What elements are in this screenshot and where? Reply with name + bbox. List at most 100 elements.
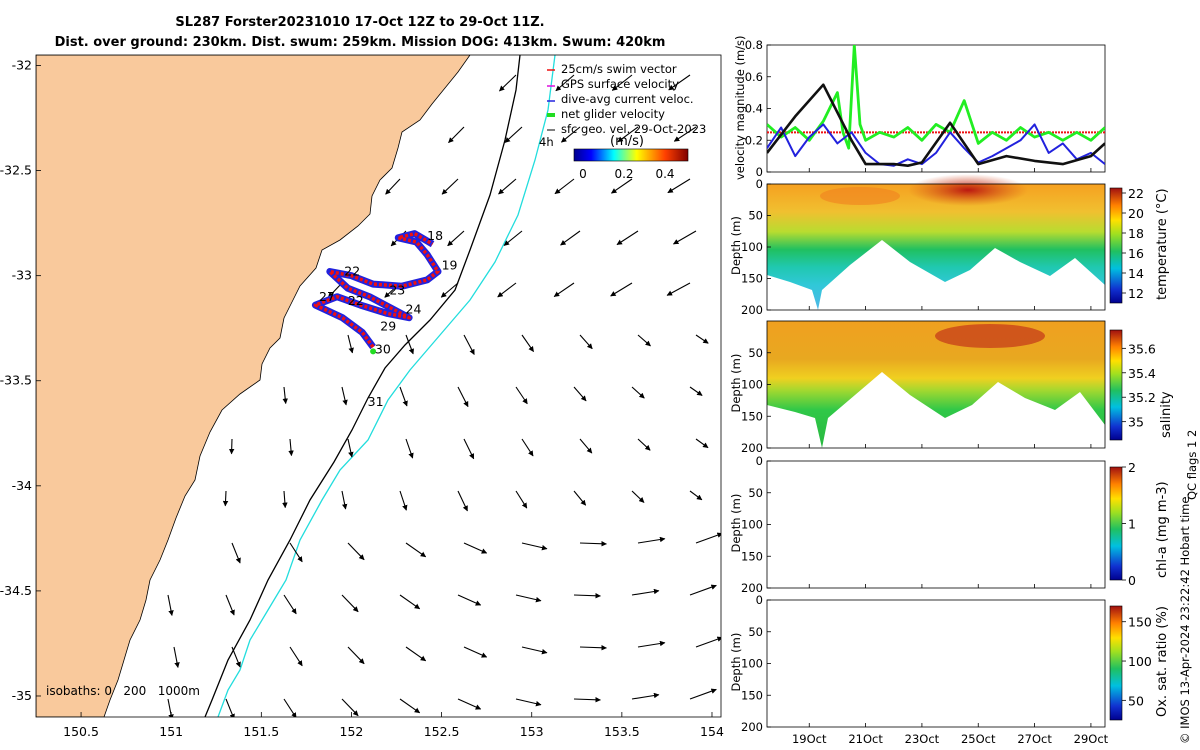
- copyright-notice: © IMOS 13-Apr-2024 23:22:42 Hobart time.: [1178, 492, 1192, 744]
- map-y-tick-label: -33: [12, 268, 32, 283]
- depth-tick-label: 150: [741, 549, 763, 563]
- surface-velocity-arrow: [689, 490, 703, 501]
- salinity-panel: [766, 320, 1123, 449]
- surface-velocity-arrow: [405, 334, 414, 355]
- speed-colorbar-tick-1: 0.2: [614, 167, 633, 181]
- colorbar-tick-label: 12: [1128, 286, 1144, 301]
- surface-velocity-arrow: [441, 178, 459, 195]
- oxygen-colorbar: [1109, 605, 1123, 721]
- surface-velocity-arrow: [616, 230, 639, 246]
- depth-tick-label: 50: [748, 625, 763, 639]
- depth-tick-label: 200: [741, 441, 763, 455]
- track-day-label: 18: [427, 228, 443, 243]
- surface-velocity-arrow: [554, 178, 575, 195]
- surface-velocity-arrow: [617, 126, 639, 143]
- map-y-tick-label: -35: [12, 688, 32, 703]
- surface-velocity-arrow: [448, 126, 465, 144]
- map-x-tick-label: 153.5: [604, 724, 640, 739]
- qc-flags-note: QC flags 1 2: [1185, 430, 1199, 500]
- chla-panel: [766, 460, 1123, 589]
- surface-velocity-arrow: [499, 74, 517, 92]
- surface-velocity-arrow: [631, 588, 660, 596]
- surface-velocity-arrow: [498, 178, 517, 195]
- surface-velocity-arrow: [341, 594, 359, 613]
- track-day-label: 24: [406, 301, 422, 316]
- colorbar-tick-label: 35: [1128, 415, 1144, 430]
- surface-velocity-arrow: [399, 490, 408, 511]
- surface-velocity-arrow: [405, 646, 427, 662]
- surface-velocity-arrow: [347, 542, 365, 561]
- map-panel: 18 19 22 23 27 22 24 29 30 31 150.5 151 151.5 152 152…: [0, 54, 724, 739]
- surface-velocity-arrow: [695, 636, 721, 648]
- track-day-label: 23: [389, 283, 405, 298]
- colorbar-tick-label: 16: [1128, 246, 1144, 261]
- track-day-label: 22: [344, 264, 360, 279]
- map-x-tick-label: 154: [700, 724, 724, 739]
- map-frame: [35, 54, 722, 718]
- surface-velocity-arrow: [631, 386, 645, 399]
- depth-axis-label: Depth (m): [729, 633, 743, 692]
- salinity-colorbar: [1109, 329, 1123, 441]
- colorbar-label: chl-a (mg m-3): [1155, 481, 1170, 578]
- speed-colorbar-gradient: [573, 148, 689, 162]
- depth-tick-label: 150: [741, 272, 763, 286]
- isobath-1000m: [204, 55, 521, 717]
- surface-velocity-arrow: [573, 386, 587, 402]
- colorbar-tick-label: 2: [1128, 460, 1136, 475]
- speed-colorbar-title: (m/s): [610, 134, 644, 149]
- surface-velocity-arrow: [668, 74, 691, 91]
- surface-velocity-arrow: [231, 542, 241, 564]
- surface-velocity-arrow: [463, 334, 475, 355]
- surface-velocity-arrow: [521, 334, 534, 353]
- colorbar-tick-label: 50: [1128, 693, 1144, 708]
- surface-velocity-arrow: [561, 126, 581, 143]
- surface-velocity-arrow: [515, 698, 542, 707]
- velocity-y-tick-label: 0.2: [745, 133, 763, 147]
- surface-velocity-arrow: [385, 178, 401, 195]
- depth-tick-label: 100: [741, 518, 763, 532]
- surface-velocity-arrow: [399, 698, 421, 714]
- surface-velocity-arrow: [579, 645, 607, 651]
- surface-velocity-arrow: [631, 490, 645, 503]
- surface-velocity-arrow: [405, 542, 427, 558]
- surface-velocity-arrow: [341, 386, 348, 406]
- surface-velocity-arrow: [282, 386, 288, 405]
- surface-velocity-arrow: [225, 698, 235, 717]
- legend-gps: GPS surface velocity: [561, 77, 679, 91]
- surface-velocity-arrow: [399, 386, 408, 407]
- velocity-series-line: [767, 123, 1105, 167]
- isobath-200m: [217, 55, 556, 717]
- track-day-label: 30: [375, 341, 391, 356]
- velocity-y-tick-label: 0: [756, 165, 763, 179]
- surface-velocity-arrow: [631, 692, 660, 700]
- surface-velocity-arrow: [610, 178, 633, 194]
- surface-velocity-arrow: [573, 697, 601, 703]
- velocity-ylabel: velocity magnitude (m/s): [733, 35, 747, 180]
- legend-age: 4h: [539, 135, 554, 149]
- surface-velocity-arrow: [673, 126, 697, 142]
- surface-velocity-arrow: [440, 282, 459, 298]
- depth-axis-label: Depth (m): [729, 216, 743, 275]
- track-day-label: 22: [348, 293, 364, 308]
- colorbar-label: temperature (°C): [1155, 188, 1170, 300]
- surface-velocity-arrow: [457, 594, 482, 606]
- chla-colorbar: [1109, 466, 1123, 581]
- legend-net: net glider velocity: [561, 107, 665, 121]
- track-day-labels: 18 19 22 23 27 22 24 29 30 31: [319, 228, 458, 409]
- salinity-nodata: [767, 372, 1105, 448]
- depth-tick-label: 150: [741, 688, 763, 702]
- surface-velocity-arrow: [689, 386, 703, 396]
- legend-swim: 25cm/s swim vector: [561, 62, 677, 76]
- temperature-panel: [766, 174, 1123, 311]
- salinity-high-patch: [935, 324, 1045, 348]
- surface-velocity-arrow: [515, 386, 528, 405]
- surface-velocity-arrow: [463, 542, 488, 554]
- surface-velocity-arrow: [555, 74, 575, 92]
- surface-velocity-arrow: [515, 490, 528, 509]
- surface-velocity-arrow: [579, 334, 593, 350]
- time-tick-label: 29Oct: [1074, 732, 1109, 746]
- surface-velocity-arrow: [504, 126, 523, 143]
- velocity-y-tick-label: 0.4: [745, 102, 763, 116]
